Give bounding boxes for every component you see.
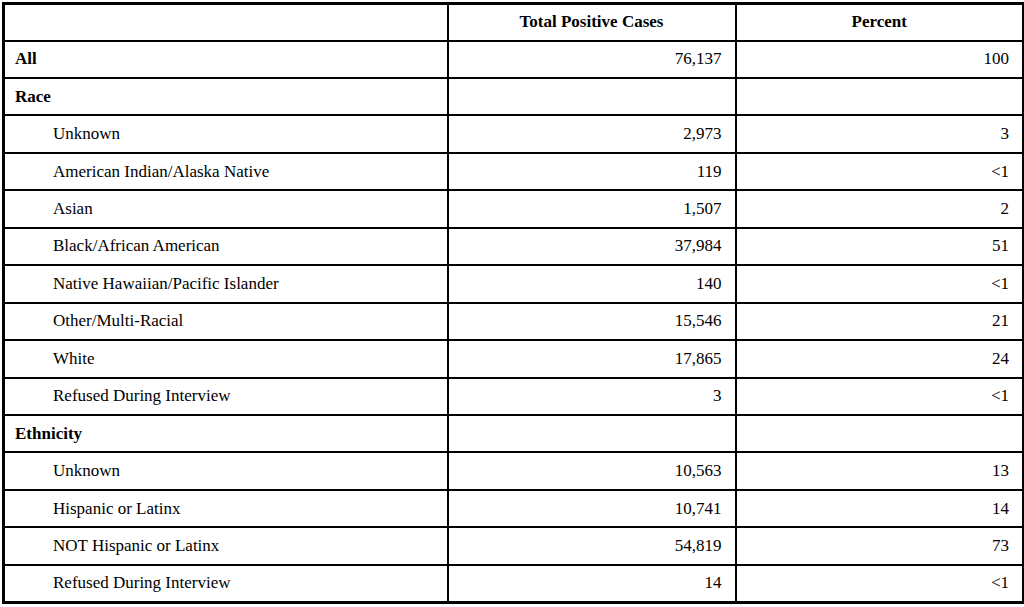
table-row-not-hispanic-or-latinx: NOT Hispanic or Latinx 54,819 73 [4,527,1024,564]
header-row: Total Positive Cases Percent [4,4,1024,41]
percent-value: <1 [736,378,1024,415]
percent-value: <1 [736,153,1024,190]
row-label: Refused During Interview [4,565,448,603]
row-label: Native Hawaiian/Pacific Islander [4,265,448,302]
percent-value [736,78,1024,115]
cases-value: 10,563 [448,452,736,489]
row-label: Unknown [4,115,448,152]
page-container: Total Positive Cases Percent All 76,137 … [0,0,1024,604]
percent-value: 14 [736,490,1024,527]
row-label: Refused During Interview [4,378,448,415]
row-label: Race [4,78,448,115]
table-row-other-multi-racial: Other/Multi-Racial 15,546 21 [4,303,1024,340]
table-row-black-african-american: Black/African American 37,984 51 [4,228,1024,265]
percent-value: 100 [736,41,1024,78]
cases-value: 15,546 [448,303,736,340]
cases-value: 2,973 [448,115,736,152]
cases-value: 37,984 [448,228,736,265]
row-label: All [4,41,448,78]
row-label: Black/African American [4,228,448,265]
column-header-percent: Percent [736,4,1024,41]
cases-value: 1,507 [448,190,736,227]
row-label: Ethnicity [4,415,448,452]
table-row-ethnicity-refused-during-interview: Refused During Interview 14 <1 [4,565,1024,603]
cases-value: 17,865 [448,340,736,377]
table-row-race-unknown: Unknown 2,973 3 [4,115,1024,152]
cases-value: 54,819 [448,527,736,564]
table-row-race-refused-during-interview: Refused During Interview 3 <1 [4,378,1024,415]
row-label: Asian [4,190,448,227]
row-label: Hispanic or Latinx [4,490,448,527]
table-row-ethnicity-unknown: Unknown 10,563 13 [4,452,1024,489]
row-label: American Indian/Alaska Native [4,153,448,190]
percent-value: 21 [736,303,1024,340]
table-row-american-indian-alaska-native: American Indian/Alaska Native 119 <1 [4,153,1024,190]
percent-value: 2 [736,190,1024,227]
row-label: White [4,340,448,377]
race-ethnicity-cases-table: Total Positive Cases Percent All 76,137 … [2,2,1024,604]
percent-value: 73 [736,527,1024,564]
cases-value: 3 [448,378,736,415]
table-row-native-hawaiian-pacific-islander: Native Hawaiian/Pacific Islander 140 <1 [4,265,1024,302]
table-row-race-section: Race [4,78,1024,115]
row-label: NOT Hispanic or Latinx [4,527,448,564]
cases-value: 140 [448,265,736,302]
cases-value: 119 [448,153,736,190]
table-row-all: All 76,137 100 [4,41,1024,78]
cases-value: 10,741 [448,490,736,527]
header-spacer-cell [4,4,448,41]
table-row-asian: Asian 1,507 2 [4,190,1024,227]
percent-value: 3 [736,115,1024,152]
cases-value: 76,137 [448,41,736,78]
percent-value: <1 [736,265,1024,302]
row-label: Unknown [4,452,448,489]
table-row-ethnicity-section: Ethnicity [4,415,1024,452]
percent-value: 13 [736,452,1024,489]
table-row-white: White 17,865 24 [4,340,1024,377]
column-header-total-positive-cases: Total Positive Cases [448,4,736,41]
percent-value: 24 [736,340,1024,377]
cases-value [448,78,736,115]
percent-value [736,415,1024,452]
row-label: Other/Multi-Racial [4,303,448,340]
cases-value [448,415,736,452]
table-row-hispanic-or-latinx: Hispanic or Latinx 10,741 14 [4,490,1024,527]
percent-value: <1 [736,565,1024,603]
percent-value: 51 [736,228,1024,265]
cases-value: 14 [448,565,736,603]
